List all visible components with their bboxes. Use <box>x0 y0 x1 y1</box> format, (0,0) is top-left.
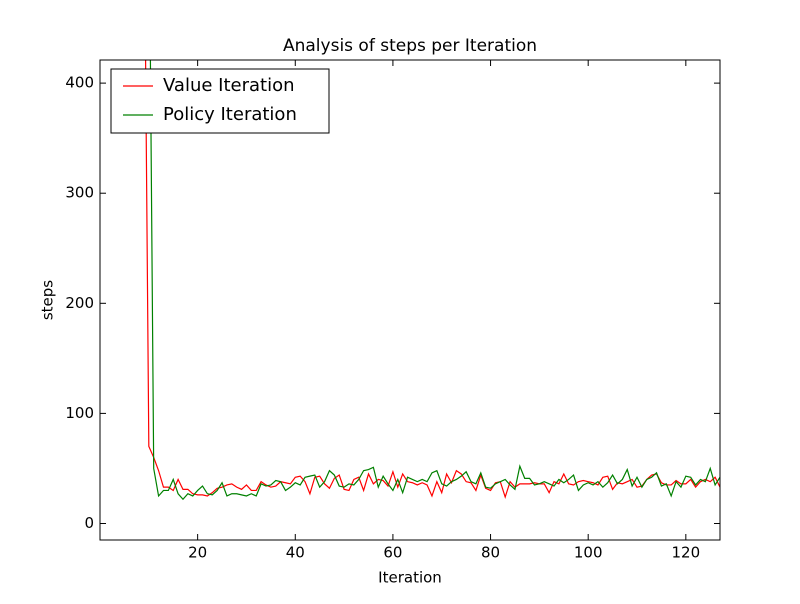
y-tick-label: 400 <box>65 74 94 92</box>
legend: Value Iteration Policy Iteration <box>110 68 330 134</box>
x-tick-label: 100 <box>574 544 603 562</box>
y-tick-label: 100 <box>65 404 94 422</box>
x-axis-label: Iteration <box>378 569 442 587</box>
legend-label: Value Iteration <box>163 75 295 96</box>
x-tick-label: 60 <box>383 544 402 562</box>
chart-title: Analysis of steps per Iteration <box>283 36 537 56</box>
y-tick-label: 0 <box>84 514 94 532</box>
y-tick-label: 300 <box>65 184 94 202</box>
x-tick-label: 80 <box>481 544 500 562</box>
data-line <box>149 60 720 501</box>
plot-area <box>144 60 720 501</box>
legend-label: Policy Iteration <box>163 104 297 125</box>
x-tick-label: 120 <box>672 544 701 562</box>
y-axis-label: steps <box>39 280 57 320</box>
x-tick-label: 20 <box>188 544 207 562</box>
data-line <box>144 60 720 500</box>
x-tick-label: 40 <box>286 544 305 562</box>
plot-frame <box>99 59 721 541</box>
legend-box <box>110 68 330 134</box>
y-tick-label: 200 <box>65 294 94 312</box>
